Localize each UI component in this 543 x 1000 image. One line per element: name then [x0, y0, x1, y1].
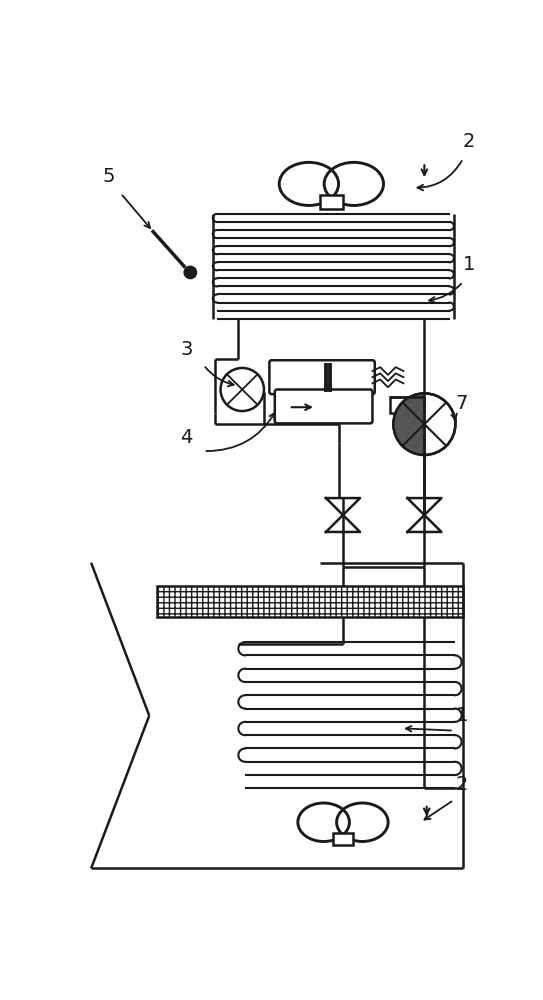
Bar: [157, 586, 463, 617]
Bar: [333, 833, 353, 845]
Circle shape: [184, 266, 197, 279]
Polygon shape: [393, 393, 425, 455]
Text: 1: 1: [463, 255, 476, 274]
Text: 2: 2: [456, 775, 468, 794]
Text: 5: 5: [103, 167, 115, 186]
Text: 4: 4: [180, 428, 193, 447]
FancyBboxPatch shape: [269, 360, 375, 394]
Text: 7: 7: [456, 394, 468, 413]
Text: 2: 2: [463, 132, 476, 151]
Bar: [320, 195, 343, 209]
FancyBboxPatch shape: [275, 389, 372, 423]
Text: 3: 3: [180, 340, 193, 359]
Circle shape: [393, 393, 456, 455]
Text: 1: 1: [456, 706, 468, 725]
Bar: [389, 397, 407, 413]
